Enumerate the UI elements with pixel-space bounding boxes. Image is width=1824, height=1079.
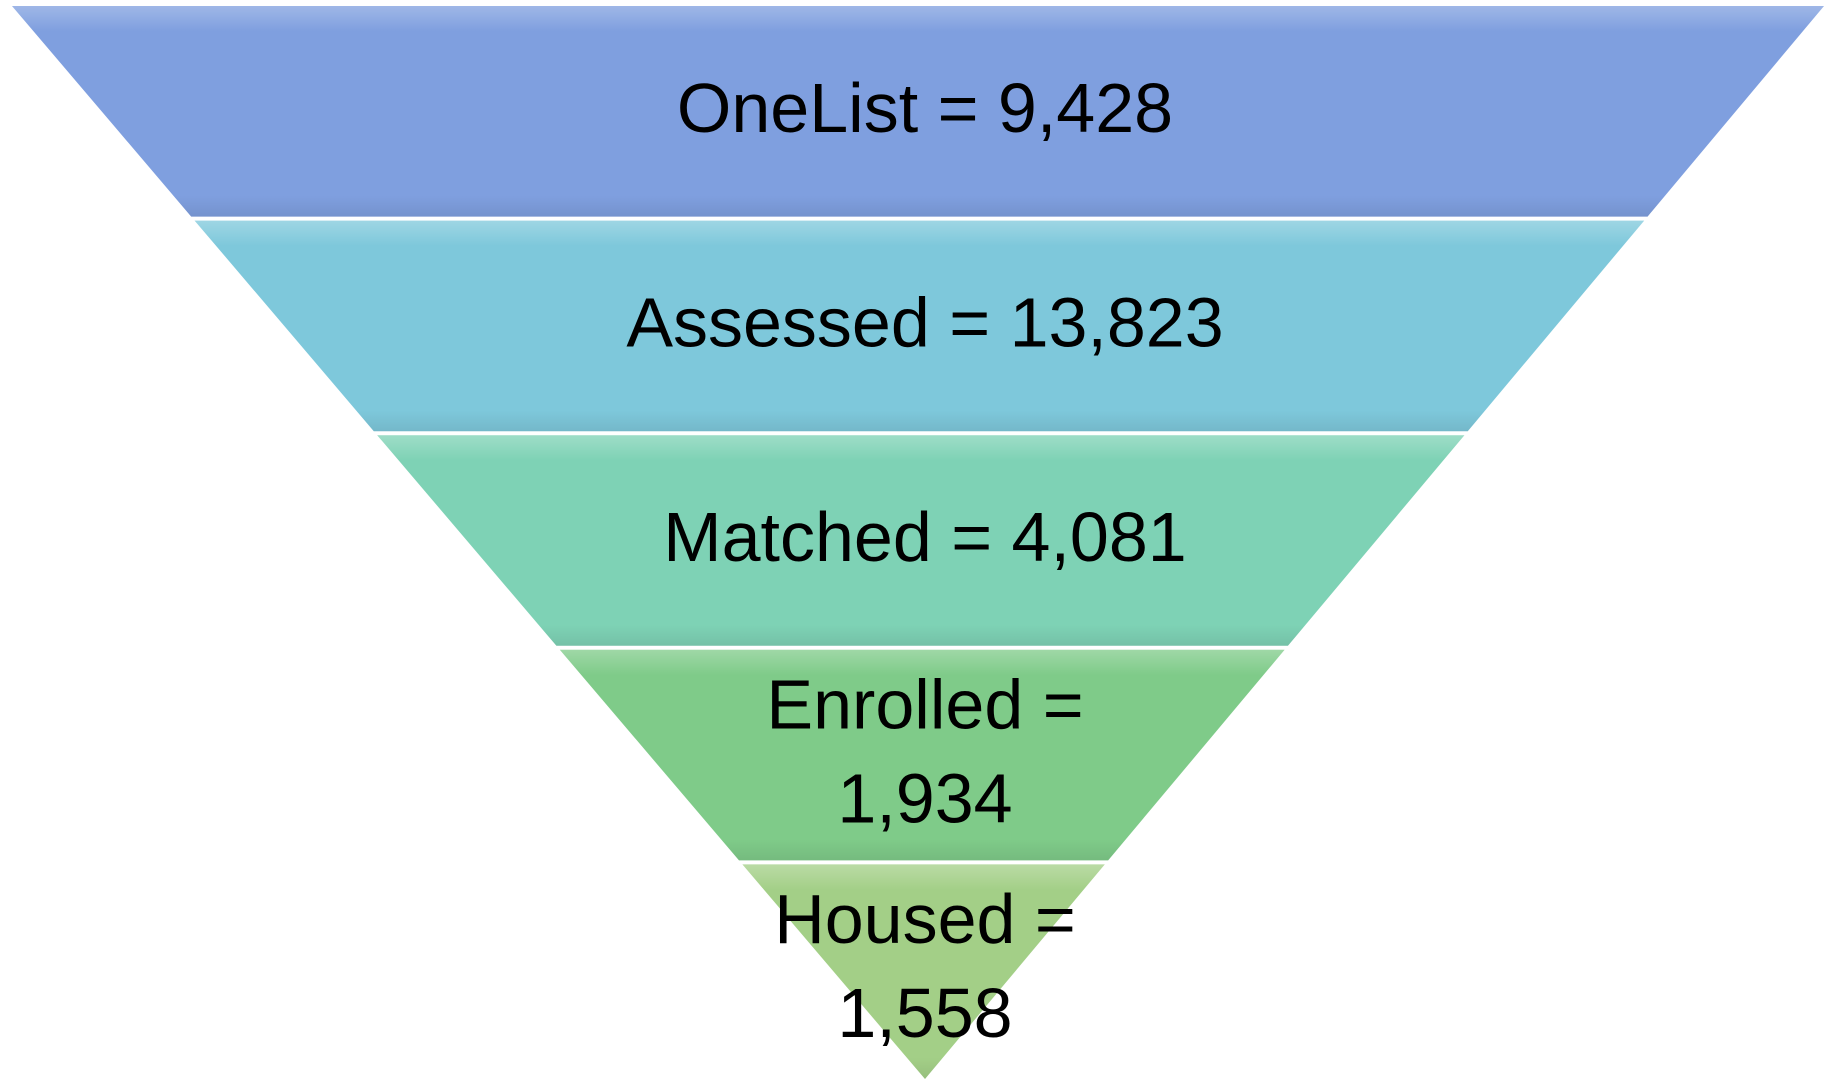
segment-label: Enrolled =: [766, 666, 1083, 744]
funnel-segment-shade: [742, 864, 1105, 1079]
funnel-segment-shade: [194, 220, 1645, 432]
segment-label: 1,934: [837, 760, 1012, 838]
segment-label: Housed =: [774, 880, 1076, 958]
funnel-segment-shade: [377, 435, 1465, 646]
segment-label: 1,558: [837, 974, 1012, 1052]
funnel-segment-shade: [12, 6, 1824, 217]
segment-label: Assessed = 13,823: [626, 283, 1223, 361]
segment-label: OneList = 9,428: [677, 69, 1173, 147]
funnel-segment-shade: [559, 649, 1285, 861]
segment-label: Matched = 4,081: [663, 498, 1186, 576]
